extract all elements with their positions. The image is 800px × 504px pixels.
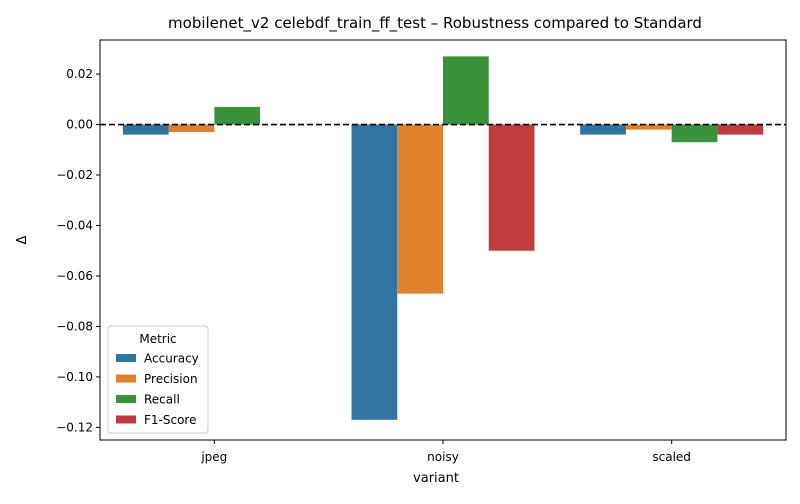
y-axis: 0.02 0.00 −0.02 −0.04 −0.06 −0.08 −0.10 −0.12 xyxy=(56,67,100,434)
legend-swatch-f1-score xyxy=(116,415,136,424)
bar-recall-jpeg xyxy=(214,106,261,125)
y-tick-label: 0.00 xyxy=(66,118,93,132)
y-tick-label: −0.02 xyxy=(56,168,93,182)
legend-label-precision: Precision xyxy=(144,372,198,386)
x-tick-label: noisy xyxy=(427,450,459,464)
bar-precision-noisy xyxy=(397,124,443,294)
legend-label-accuracy: Accuracy xyxy=(144,352,199,366)
x-tick-label: jpeg xyxy=(200,450,227,464)
bar-recall-noisy xyxy=(443,56,489,125)
bar-accuracy-noisy xyxy=(351,124,398,420)
legend-label-f1-score: F1-Score xyxy=(144,413,196,427)
chart-title: mobilenet_v2 celebdf_train_ff_test – Rob… xyxy=(168,14,702,33)
bar-accuracy-jpeg xyxy=(122,124,169,135)
bar-precision-scaled xyxy=(625,124,672,130)
y-tick-label: −0.10 xyxy=(56,370,93,384)
y-tick-label: 0.02 xyxy=(66,67,93,81)
legend-swatch-recall xyxy=(116,395,136,403)
x-axis: jpeg noisy scaled xyxy=(200,440,691,464)
legend-label-recall: Recall xyxy=(144,393,180,407)
legend-box xyxy=(107,325,209,434)
legend: Metric Accuracy Precision Recall F1-Score xyxy=(107,325,209,434)
y-tick-label: −0.12 xyxy=(56,420,93,434)
x-axis-label: variant xyxy=(413,471,459,486)
legend-title: Metric xyxy=(139,332,176,346)
y-axis-label: Δ xyxy=(15,235,30,244)
y-tick-label: −0.08 xyxy=(56,319,93,333)
bar-f1-score-scaled xyxy=(717,124,764,135)
legend-swatch-precision xyxy=(116,374,136,383)
y-tick-label: −0.06 xyxy=(56,269,93,283)
bar-precision-jpeg xyxy=(168,124,215,133)
bar-f1-score-noisy xyxy=(488,124,535,251)
y-tick-label: −0.04 xyxy=(56,218,93,232)
legend-swatch-accuracy xyxy=(116,354,136,362)
bar-accuracy-scaled xyxy=(580,124,626,135)
x-tick-label: scaled xyxy=(652,450,691,464)
bar-recall-scaled xyxy=(671,124,718,143)
plot-area xyxy=(100,56,786,420)
